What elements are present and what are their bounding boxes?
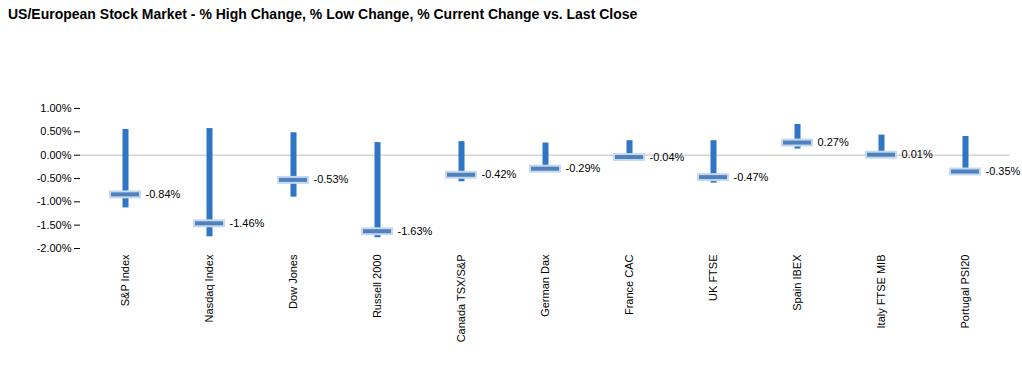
svg-text:-1.63%: -1.63%: [398, 225, 433, 237]
svg-text:1.00%: 1.00%: [40, 102, 71, 114]
svg-text:-0.29%: -0.29%: [566, 162, 601, 174]
svg-text:Russell 2000: Russell 2000: [371, 255, 383, 319]
svg-text:Spain IBEX: Spain IBEX: [791, 254, 803, 311]
svg-text:0.50%: 0.50%: [40, 125, 71, 137]
svg-text:-0.35%: -0.35%: [986, 165, 1021, 177]
svg-text:-0.47%: -0.47%: [734, 171, 769, 183]
svg-text:France CAC: France CAC: [623, 254, 635, 315]
svg-text:-1.00%: -1.00%: [37, 195, 72, 207]
svg-text:German Dax: German Dax: [539, 254, 551, 317]
svg-text:0.00%: 0.00%: [40, 149, 71, 161]
svg-text:-1.50%: -1.50%: [37, 219, 72, 231]
svg-text:Portugal PSI20: Portugal PSI20: [959, 255, 971, 329]
svg-text:Nasdaq Index: Nasdaq Index: [203, 254, 215, 322]
svg-text:S&P Index: S&P Index: [119, 254, 131, 306]
svg-text:-0.53%: -0.53%: [314, 173, 349, 185]
svg-text:-0.04%: -0.04%: [650, 151, 685, 163]
svg-text:-0.84%: -0.84%: [146, 188, 181, 200]
svg-text:-0.42%: -0.42%: [482, 168, 517, 180]
svg-text:Canada TSX/S&P: Canada TSX/S&P: [455, 255, 467, 343]
svg-text:0.01%: 0.01%: [902, 148, 933, 160]
svg-text:-2.00%: -2.00%: [37, 242, 72, 254]
svg-text:Italy FTSE MIB: Italy FTSE MIB: [875, 255, 887, 329]
svg-text:-1.46%: -1.46%: [230, 217, 265, 229]
svg-text:Dow Jones: Dow Jones: [287, 254, 299, 309]
svg-text:UK FTSE: UK FTSE: [707, 255, 719, 301]
svg-text:0.27%: 0.27%: [818, 136, 849, 148]
svg-text:-0.50%: -0.50%: [37, 172, 72, 184]
html-text:US/European Stock Market - % H: US/European Stock Market - % High Change…: [8, 6, 638, 22]
